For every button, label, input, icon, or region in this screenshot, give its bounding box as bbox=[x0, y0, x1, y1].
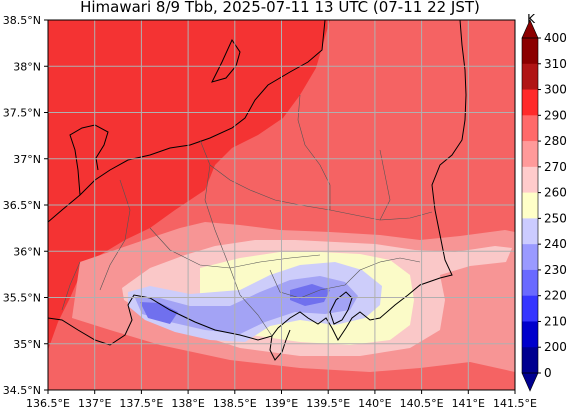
lon-tick-label: 139.5°E bbox=[306, 397, 350, 409]
coast-noto bbox=[69, 124, 109, 196]
coastlines bbox=[48, 20, 467, 361]
coast-japan-sea bbox=[48, 20, 326, 223]
lon-tick-label: 139°E bbox=[265, 397, 298, 409]
colorbar-label: 0 bbox=[544, 366, 552, 380]
lat-tick-label: 38°N bbox=[13, 60, 41, 73]
colorbar-label: 210 bbox=[544, 314, 567, 328]
lon-tick-label: 140°E bbox=[358, 397, 391, 409]
border-9 bbox=[61, 261, 81, 311]
border-7 bbox=[269, 257, 421, 299]
border-5 bbox=[204, 164, 231, 269]
colorbar-label: 260 bbox=[544, 186, 567, 200]
colorbar-label: 230 bbox=[544, 263, 567, 277]
lon-tick-label: 137.5°E bbox=[119, 397, 163, 409]
field-220-230-b bbox=[290, 284, 330, 306]
colorbar-label: 280 bbox=[544, 134, 567, 148]
coast-sado bbox=[211, 38, 241, 83]
lat-tick-label: 35°N bbox=[13, 338, 41, 351]
colorbar-label: 290 bbox=[544, 108, 567, 122]
border-2 bbox=[297, 94, 331, 210]
colorbar-label: 220 bbox=[544, 289, 567, 303]
border-6 bbox=[99, 179, 131, 291]
coast-izu bbox=[269, 329, 291, 361]
lon-tick-label: 141.5°E bbox=[493, 397, 537, 409]
lon-tick-label: 138°E bbox=[171, 397, 204, 409]
colorbar-segment bbox=[522, 295, 538, 322]
colorbar: 400 310 300 290 280 270 260 250 240 230 220 210 200 0 bbox=[521, 19, 567, 392]
colorbar-label: 300 bbox=[544, 83, 567, 97]
colorbar-segment bbox=[522, 244, 538, 271]
axis-ticks: 136.5°E 137°E 137.5°E 138°E 138.5°E 139°E 139.… bbox=[3, 14, 537, 409]
colorbar-unit: K bbox=[527, 12, 536, 26]
colorbar-segment bbox=[522, 89, 538, 116]
colorbar-segment bbox=[522, 218, 538, 245]
lat-tick-label: 36.5°N bbox=[3, 199, 41, 212]
coast-tokyo-bay bbox=[329, 291, 353, 325]
border-3 bbox=[379, 149, 391, 221]
colorbar-frame bbox=[521, 37, 539, 374]
colorbar-label: 270 bbox=[544, 160, 567, 174]
colorbar-label: 250 bbox=[544, 211, 567, 225]
lat-tick-label: 35.5°N bbox=[3, 292, 41, 305]
colorbar-label: 200 bbox=[544, 340, 567, 354]
lat-tick-label: 37.5°N bbox=[3, 107, 41, 120]
colorbar-segment bbox=[522, 321, 538, 348]
colorbar-segment bbox=[522, 347, 538, 374]
colorbar-segment bbox=[522, 166, 538, 194]
lon-tick-label: 136.5°E bbox=[26, 397, 70, 409]
colorbar-extend-min bbox=[521, 372, 539, 392]
colorbar-segment bbox=[522, 269, 538, 297]
colorbar-segment bbox=[522, 115, 538, 142]
lat-tick-label: 38.5°N bbox=[3, 14, 41, 27]
field-220-230 bbox=[140, 302, 178, 324]
coast-pacific bbox=[48, 20, 467, 346]
lat-tick-label: 34.5°N bbox=[3, 384, 41, 397]
lon-tick-label: 138.5°E bbox=[213, 397, 257, 409]
colorbar-segment bbox=[522, 63, 538, 91]
colorbar-label: 310 bbox=[544, 57, 567, 71]
colorbar-label: 400 bbox=[544, 31, 567, 45]
colorbar-segment bbox=[522, 192, 538, 219]
colorbar-segment bbox=[522, 38, 538, 65]
map-title: Himawari 8/9 Tbb, 2025-07-11 13 UTC (07-… bbox=[80, 0, 480, 16]
colorbar-segment bbox=[522, 141, 538, 168]
lon-tick-label: 140.5°E bbox=[400, 397, 444, 409]
lon-tick-label: 141°E bbox=[452, 397, 485, 409]
lon-tick-label: 137°E bbox=[78, 397, 111, 409]
colorbar-label: 240 bbox=[544, 237, 567, 251]
lat-tick-label: 37°N bbox=[13, 153, 41, 166]
lat-tick-label: 36°N bbox=[13, 245, 41, 258]
